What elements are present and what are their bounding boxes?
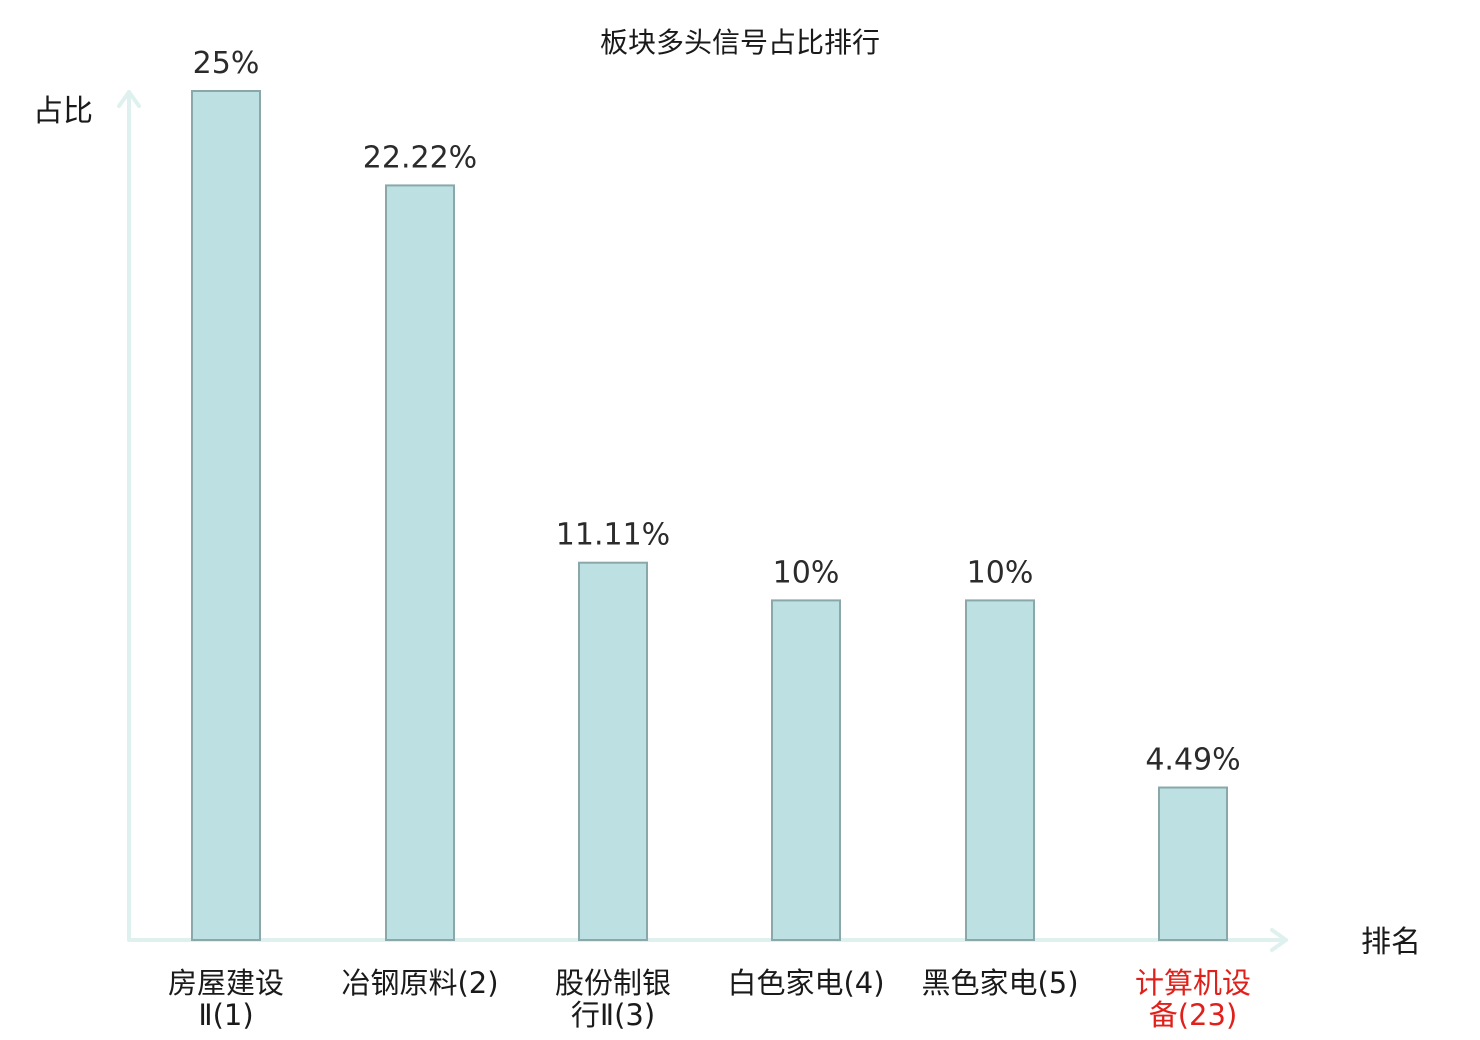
category-label-2: 冶钢原料(2)	[341, 966, 498, 1000]
bar-5	[965, 599, 1035, 942]
value-label-6: 4.49%	[1145, 743, 1240, 778]
bar-series	[191, 90, 1228, 942]
bar-3	[578, 561, 648, 941]
chart-axes	[117, 90, 1288, 952]
category-label-3-line-1: 股份制银	[555, 966, 671, 1000]
bar-2	[385, 184, 455, 941]
category-label-4: 白色家电(4)	[727, 966, 884, 1000]
chart-title: 板块多头信号占比排行	[600, 26, 880, 59]
value-label-3: 11.11%	[556, 518, 670, 553]
y-axis-arrow-icon	[117, 90, 141, 108]
category-label-3-line-2: 行Ⅱ(3)	[571, 998, 655, 1032]
y-axis-label: 占比	[33, 94, 93, 129]
value-label-5: 10%	[967, 555, 1034, 590]
value-label-1: 25%	[193, 46, 260, 81]
x-axis-arrow-icon	[1270, 928, 1288, 952]
value-label-2: 22.22%	[363, 140, 477, 175]
x-axis-label: 排名	[1361, 925, 1421, 960]
bar-6	[1158, 786, 1228, 941]
bar-4	[771, 599, 841, 942]
category-label-1-line-2: Ⅱ(1)	[198, 998, 253, 1032]
category-label-6-line-2: 备(23)	[1149, 998, 1238, 1032]
category-label-6-line-1: 计算机设	[1135, 966, 1251, 1000]
category-label-1-line-1: 房屋建设	[168, 966, 284, 1000]
value-labels: 25% 22.22% 11.11% 10% 10% 4.49%	[193, 46, 1241, 778]
bar-1	[191, 90, 261, 941]
value-label-4: 10%	[773, 555, 840, 590]
category-label-5: 黑色家电(5)	[921, 966, 1078, 1000]
